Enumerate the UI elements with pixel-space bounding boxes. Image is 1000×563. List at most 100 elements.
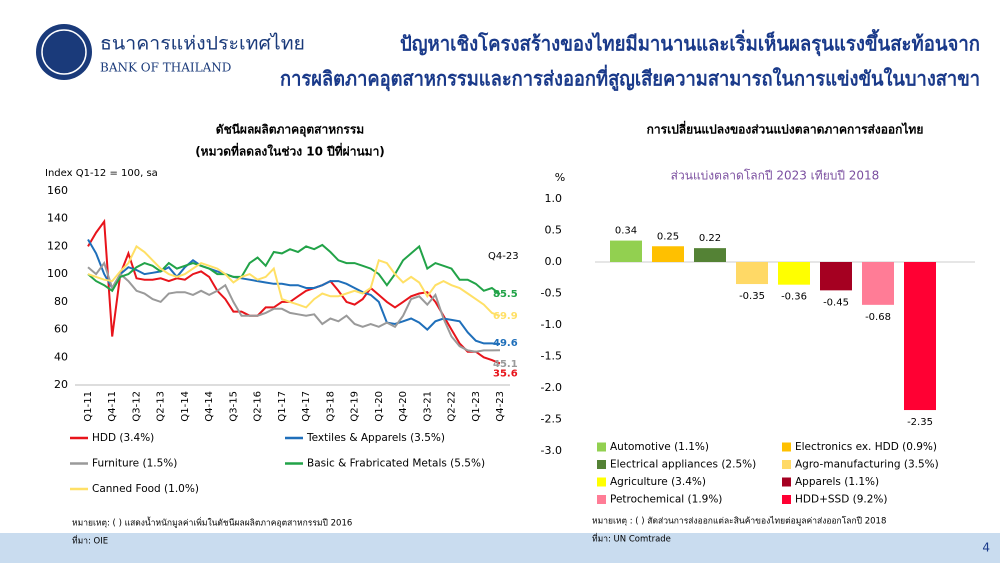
bar [904, 262, 936, 411]
y-tick-label: 160 [47, 184, 68, 197]
line-series [87, 218, 501, 365]
footer-band [0, 533, 1000, 563]
y-tick-label: -3.0 [541, 444, 562, 457]
bar [862, 262, 894, 305]
y-tick-label: 0.0 [545, 255, 563, 268]
logo-ring [41, 29, 87, 75]
y-tick-label: 140 [47, 212, 68, 225]
x-tick-label: Q4-11 [107, 391, 118, 422]
legend-swatch [782, 495, 791, 504]
x-tick-label: Q2-19 [350, 391, 361, 422]
x-tick-label: Q3-21 [422, 391, 433, 422]
legend-label: Electronics ex. HDD (0.9%) [795, 441, 937, 453]
legend-label: Apparels (1.1%) [795, 476, 879, 488]
value-label: 0.34 [615, 226, 637, 237]
value-label: -0.68 [865, 312, 891, 323]
note: หมายเหตุ: ( ) แสดงน้ำหนักมูลค่าเพิ่มในดั… [72, 517, 352, 529]
x-tick-label: Q4-20 [398, 391, 409, 422]
y-tick-label: 40 [54, 350, 68, 363]
legend-label: HDD (3.4%) [92, 432, 154, 444]
y-tick-label: 120 [47, 239, 68, 252]
value-label: -0.35 [739, 291, 765, 302]
legend-label: Textiles & Apparels (3.5%) [306, 432, 445, 444]
legend-swatch [597, 495, 606, 504]
y-tick-label: 80 [54, 295, 68, 308]
x-tick-label: Q1-17 [277, 391, 288, 422]
legend-label: Canned Food (1.0%) [92, 483, 199, 495]
line-series [87, 238, 501, 345]
legend-label: Basic & Frabricated Metals (5.5%) [307, 458, 485, 470]
y-tick-label: -0.5 [541, 287, 562, 300]
legend-swatch [782, 442, 791, 452]
value-label: -0.36 [781, 292, 807, 303]
legend-swatch [782, 460, 791, 469]
y-tick-label: 1.0 [545, 192, 563, 205]
bank-name-th: ธนาคารแห่งประเทศไทย [100, 33, 305, 55]
y-tick-label: -2.0 [541, 381, 562, 394]
slide-title: การผลิตภาคอุตสาหกรรมและการส่งออกที่สูญเส… [280, 64, 980, 93]
legend-label: Automotive (1.1%) [610, 441, 709, 453]
x-tick-label: Q2-16 [253, 391, 264, 422]
line-series [87, 243, 501, 295]
y-tick-label: -1.5 [541, 350, 562, 363]
bar [652, 246, 684, 262]
value-label: -0.45 [823, 297, 849, 308]
chart-subtitle: (หมวดที่ลดลงในช่วง 10 ปีที่ผ่านมา) [195, 143, 385, 159]
x-tick-label: Q4-17 [301, 391, 312, 422]
bar [736, 262, 768, 285]
y-axis-label: Index Q1-12 = 100, sa [45, 168, 158, 179]
y-tick-label: 0.5 [545, 224, 563, 237]
page-number: 4 [982, 541, 990, 555]
legend-swatch [782, 477, 791, 487]
legend-label: Petrochemical (1.9%) [610, 494, 722, 506]
line-series [87, 244, 501, 317]
x-tick-label: Q4-23 [495, 391, 506, 422]
value-label: -2.35 [907, 417, 933, 428]
y-tick-label: -2.5 [541, 413, 562, 426]
legend-label: Agriculture (3.4%) [610, 476, 706, 488]
source: ที่มา: OIE [72, 535, 108, 547]
logo [36, 24, 92, 80]
value-label: 0.22 [699, 233, 721, 244]
annotation: Q4-23 [488, 251, 519, 262]
x-tick-label: Q4-14 [204, 391, 215, 422]
y-tick-label: -1.0 [541, 318, 562, 331]
x-tick-label: Q1-23 [471, 391, 482, 422]
legend-swatch [597, 442, 606, 452]
legend-swatch [597, 460, 606, 469]
x-tick-label: Q3-18 [325, 391, 336, 422]
x-tick-label: Q2-13 [156, 391, 167, 422]
y-tick-label: 20 [54, 378, 68, 391]
x-tick-label: Q2-22 [447, 391, 458, 422]
legend-label: Furniture (1.5%) [92, 458, 177, 470]
chart-subtitle: ส่วนแบ่งตลาดโลกปี 2023 เทียบปี 2018 [671, 169, 880, 183]
legend-swatch [597, 477, 606, 487]
chart-title: ดัชนีผลผลิตภาคอุตสาหกรรม [216, 123, 364, 138]
end-value-label: 49.6 [493, 338, 518, 349]
bar [820, 262, 852, 291]
x-tick-label: Q1-11 [83, 391, 94, 422]
legend-label: HDD+SSD (9.2%) [795, 494, 888, 506]
end-value-label: 45.1 [493, 359, 518, 370]
note: หมายเหตุ : ( ) สัดส่วนการส่งออกแต่ละสินค… [592, 516, 886, 527]
bar [610, 240, 642, 262]
bar [778, 262, 810, 285]
x-tick-label: Q1-14 [180, 391, 191, 422]
y-tick-label: 60 [54, 323, 68, 336]
source: ที่มา: UN Comtrade [592, 533, 671, 545]
chart-title: การเปลี่ยนแปลงของส่วนแบ่งตลาดภาคการส่งออ… [647, 121, 924, 137]
end-value-label: 35.6 [493, 368, 518, 379]
x-tick-label: Q3-15 [228, 391, 239, 422]
end-value-label: 69.9 [493, 311, 518, 322]
x-tick-label: Q1-20 [374, 391, 385, 422]
y-tick-label: 100 [47, 267, 68, 280]
line-series [87, 260, 501, 353]
legend-label: Agro-manufacturing (3.5%) [795, 459, 939, 471]
legend-label: Electrical appliances (2.5%) [610, 459, 756, 471]
value-label: 0.25 [657, 231, 679, 242]
slide-title: ปัญหาเชิงโครงสร้างของไทยมีมานานและเริ่มเ… [400, 29, 980, 57]
y-axis-label: % [555, 171, 565, 184]
bar [694, 248, 726, 262]
x-tick-label: Q3-12 [131, 391, 142, 422]
